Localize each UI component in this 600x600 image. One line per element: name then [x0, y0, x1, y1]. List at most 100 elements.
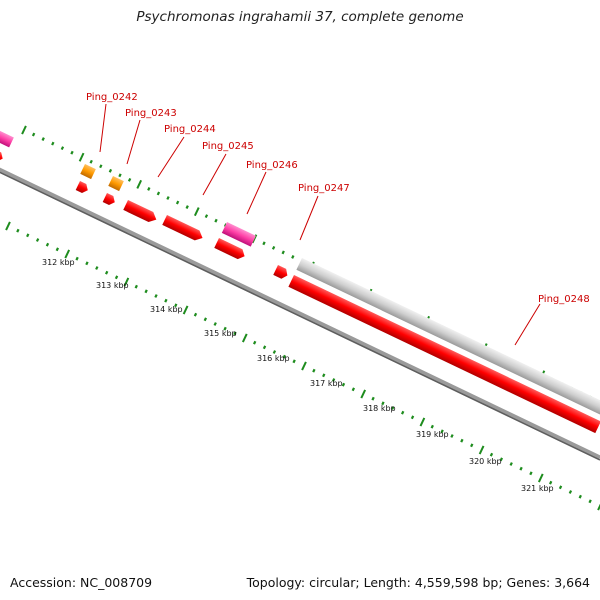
- tick-mark: [312, 368, 316, 373]
- tick-mark: [31, 132, 36, 137]
- tick-mark: [588, 499, 592, 504]
- tick-mark: [410, 415, 415, 420]
- tick-mark: [78, 152, 85, 162]
- tick-mark: [322, 373, 326, 378]
- tick-mark: [99, 164, 103, 169]
- gene-labels: Ping_0242 Ping_0243 Ping_0244 Ping_0245 …: [86, 92, 590, 346]
- tick-mark: [499, 457, 504, 462]
- tick-mark: [85, 261, 89, 266]
- tick-mark: [5, 221, 11, 231]
- genome-backbone: [0, 167, 600, 461]
- tick-mark: [51, 141, 55, 146]
- tick-mark: [144, 289, 148, 294]
- tick-mark: [301, 361, 307, 371]
- gene-track: [0, 128, 600, 434]
- genome-summary-text: Topology: circular; Length: 4,559,598 bp…: [246, 575, 590, 590]
- tick-mark: [262, 345, 267, 350]
- tick-mark: [558, 485, 563, 490]
- tick-mark: [166, 196, 170, 200]
- gene-label[interactable]: Ping_0248: [538, 294, 590, 305]
- gene-feature[interactable]: [273, 265, 289, 281]
- tick-mark: [70, 150, 74, 155]
- scale-label: 312 kbp: [42, 258, 75, 267]
- gene-ping-0247[interactable]: [296, 258, 600, 417]
- tick-mark: [134, 284, 138, 289]
- gene-feature[interactable]: [214, 238, 247, 261]
- tick-mark: [35, 238, 40, 242]
- tick-mark: [419, 417, 426, 427]
- tick-mark: [108, 168, 113, 173]
- tick-mark: [241, 333, 248, 343]
- scale-label: 318 kbp: [363, 404, 396, 413]
- tick-mark: [233, 331, 237, 336]
- tick-mark: [537, 473, 544, 483]
- tick-mark: [291, 255, 295, 259]
- tick-mark: [193, 207, 200, 217]
- tick-mark: [45, 242, 50, 247]
- tick-mark: [292, 359, 296, 364]
- tick-mark: [391, 406, 395, 410]
- tick-mark: [331, 378, 336, 382]
- tick-mark: [400, 410, 405, 415]
- gene-label[interactable]: Ping_0242: [86, 92, 138, 103]
- gene-feature[interactable]: [288, 275, 600, 434]
- tick-mark: [16, 228, 20, 233]
- tick-mark: [223, 326, 227, 331]
- tick-mark: [95, 266, 99, 270]
- gene-ping-0246[interactable]: [221, 222, 256, 247]
- tick-mark: [478, 445, 485, 455]
- tick-mark: [519, 466, 523, 471]
- map-title: Psychromonas ingrahamii 37, complete gen…: [136, 9, 464, 25]
- tick-mark: [89, 159, 93, 164]
- tick-mark: [41, 137, 45, 141]
- gene-feature[interactable]: [0, 149, 5, 163]
- tick-mark: [489, 452, 494, 457]
- scale-label: 317 kbp: [310, 379, 343, 388]
- tick-mark: [26, 233, 30, 238]
- tick-mark: [156, 191, 161, 196]
- scale-label: 319 kbp: [416, 430, 449, 439]
- gene-feature[interactable]: [0, 128, 14, 148]
- tick-mark: [509, 462, 513, 466]
- tick-mark: [568, 490, 573, 494]
- tick-mark: [203, 317, 208, 322]
- gene-feature[interactable]: [75, 181, 90, 195]
- tick-mark: [175, 200, 180, 205]
- tick-mark: [578, 494, 582, 499]
- gene-label[interactable]: Ping_0246: [246, 160, 298, 171]
- gene-label[interactable]: Ping_0243: [125, 108, 177, 119]
- inner-tick-track: [5, 221, 600, 511]
- gene-ping-0242[interactable]: [80, 164, 96, 180]
- tick-mark: [147, 187, 151, 191]
- gene-label[interactable]: Ping_0244: [164, 124, 216, 135]
- tick-mark: [182, 305, 189, 315]
- scale-label: 314 kbp: [150, 305, 183, 314]
- scale-label: 321 kbp: [521, 484, 554, 493]
- tick-mark: [21, 125, 27, 135]
- tick-mark: [123, 277, 130, 287]
- gene-feature[interactable]: [102, 193, 117, 207]
- tick-mark: [154, 294, 158, 298]
- tick-mark: [213, 322, 217, 326]
- tick-mark: [204, 214, 209, 219]
- tick-mark: [360, 389, 367, 399]
- gene-label[interactable]: Ping_0245: [202, 141, 254, 152]
- gene-ping-0243[interactable]: [108, 176, 124, 192]
- gene-ping-0244[interactable]: [123, 200, 158, 225]
- tick-mark: [75, 256, 79, 261]
- tick-mark: [214, 218, 218, 223]
- tick-mark: [55, 247, 60, 252]
- tick-mark: [252, 340, 257, 345]
- gene-ping-0245[interactable]: [162, 215, 205, 243]
- tick-mark: [114, 275, 119, 280]
- tick-mark: [529, 471, 533, 476]
- tick-mark: [548, 480, 553, 485]
- scale-label: 316 kbp: [257, 354, 290, 363]
- tick-mark: [174, 303, 178, 308]
- tick-mark: [371, 396, 375, 401]
- tick-mark: [104, 270, 109, 275]
- tick-mark: [272, 350, 277, 354]
- gene-label[interactable]: Ping_0247: [298, 183, 350, 194]
- tick-mark: [430, 424, 434, 429]
